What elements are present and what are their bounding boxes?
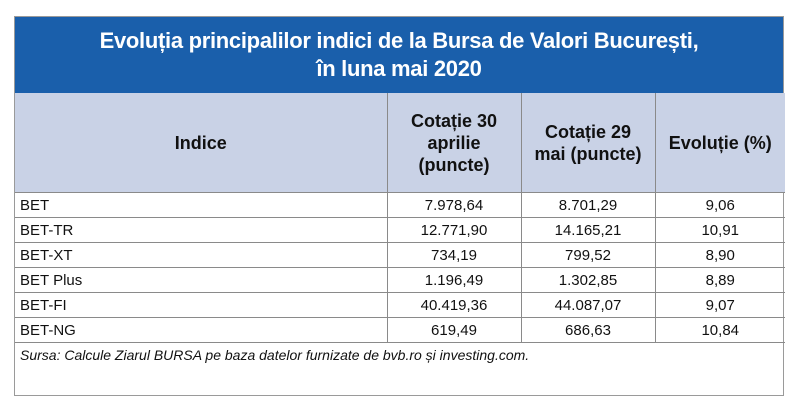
table-panel: Evoluția principalilor indici de la Burs…: [14, 16, 785, 396]
cell-index: BET Plus: [15, 267, 388, 293]
indices-table: Indice Cotație 30 aprilie (puncte) Cotaț…: [15, 93, 785, 343]
table-row: BET-TR 12.771,90 14.165,21 10,91: [15, 217, 785, 243]
table-row: BET-XT 734,19 799,52 8,90: [15, 242, 785, 268]
cell-april: 7.978,64: [387, 192, 522, 218]
cell-may: 1.302,85: [521, 267, 656, 293]
header-april: Cotație 30 aprilie (puncte): [387, 93, 522, 193]
cell-may: 686,63: [521, 317, 656, 343]
cell-index: BET-XT: [15, 242, 388, 268]
header-indice: Indice: [15, 93, 388, 193]
table-row: BET 7.978,64 8.701,29 9,06: [15, 192, 785, 218]
cell-april: 40.419,36: [387, 292, 522, 318]
table-row: BET-NG 619,49 686,63 10,84: [15, 317, 785, 343]
cell-evolution: 10,84: [655, 317, 785, 343]
title-line-2: în luna mai 2020: [316, 56, 482, 81]
cell-evolution: 8,90: [655, 242, 785, 268]
cell-may: 799,52: [521, 242, 656, 268]
cell-evolution: 8,89: [655, 267, 785, 293]
cell-evolution: 9,07: [655, 292, 785, 318]
table-title: Evoluția principalilor indici de la Burs…: [15, 17, 783, 93]
cell-index: BET: [15, 192, 388, 218]
table-row: BET Plus 1.196,49 1.302,85 8,89: [15, 267, 785, 293]
cell-april: 1.196,49: [387, 267, 522, 293]
cell-may: 8.701,29: [521, 192, 656, 218]
header-evolution: Evoluție (%): [655, 93, 785, 193]
cell-index: BET-TR: [15, 217, 388, 243]
cell-index: BET-FI: [15, 292, 388, 318]
title-line-1: Evoluția principalilor indici de la Burs…: [99, 28, 699, 53]
cell-april: 734,19: [387, 242, 522, 268]
cell-may: 14.165,21: [521, 217, 656, 243]
cell-evolution: 10,91: [655, 217, 785, 243]
header-row: Indice Cotație 30 aprilie (puncte) Cotaț…: [15, 93, 785, 193]
header-may: Cotație 29 mai (puncte): [521, 93, 656, 193]
table-row: BET-FI 40.419,36 44.087,07 9,07: [15, 292, 785, 318]
cell-index: BET-NG: [15, 317, 388, 343]
cell-april: 619,49: [387, 317, 522, 343]
cell-april: 12.771,90: [387, 217, 522, 243]
source-note: Sursa: Calcule Ziarul BURSA pe baza date…: [20, 347, 530, 363]
cell-may: 44.087,07: [521, 292, 656, 318]
cell-evolution: 9,06: [655, 192, 785, 218]
